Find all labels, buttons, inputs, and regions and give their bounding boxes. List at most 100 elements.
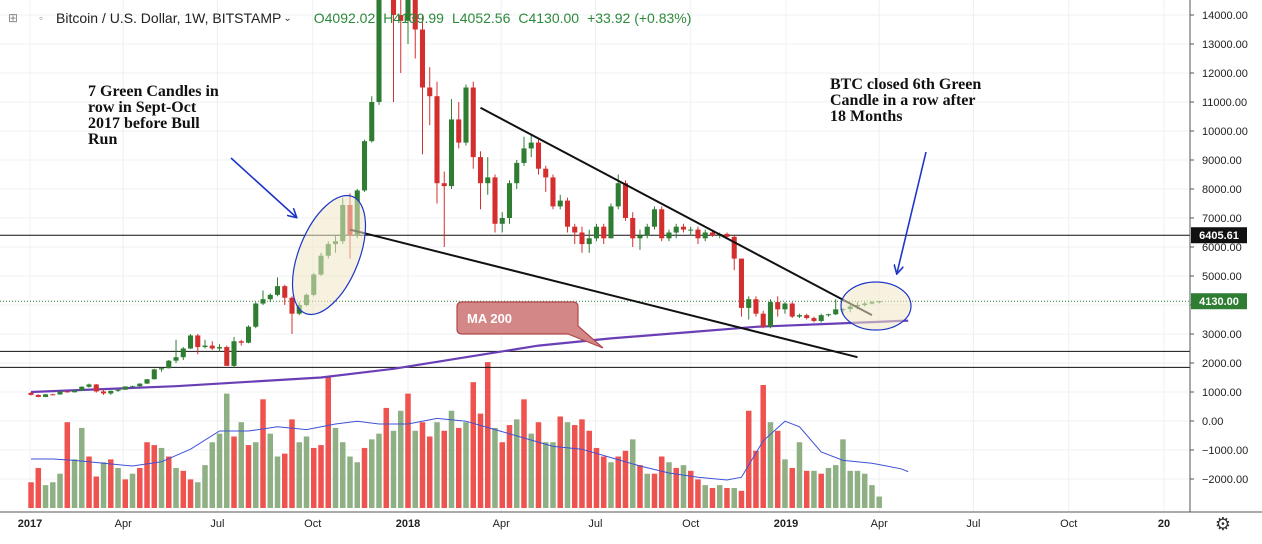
candle-body <box>122 386 128 390</box>
candle-up <box>122 386 128 390</box>
highlight-ellipses[interactable] <box>278 185 912 331</box>
candle-up <box>746 296 752 320</box>
candle-up <box>557 194 563 210</box>
trendlines[interactable] <box>349 106 873 359</box>
candle-up <box>86 383 92 388</box>
candle-body <box>158 368 165 370</box>
volume-bar <box>347 456 353 508</box>
compare-icon[interactable]: ◦ <box>38 11 44 25</box>
candle-body <box>245 326 252 343</box>
volume-bar <box>173 467 179 508</box>
candle-up <box>521 136 527 166</box>
chevron-down-icon[interactable]: ⌄ <box>283 12 292 24</box>
candle-body <box>195 335 201 348</box>
candle-body <box>470 87 476 158</box>
volume-bar <box>166 456 172 508</box>
candle-up <box>180 347 186 361</box>
candle-up <box>608 203 614 239</box>
left-arrow[interactable] <box>230 157 296 217</box>
volume-bar <box>658 456 665 508</box>
candle-body <box>463 87 469 143</box>
y-tick-label: 2000.00 <box>1202 358 1242 370</box>
candle-down <box>195 334 201 355</box>
volume-bar <box>709 487 716 508</box>
volume-bar <box>412 430 419 508</box>
candle-body <box>42 394 49 397</box>
highlight-ellipse-2017[interactable] <box>278 185 381 324</box>
volume-bar <box>542 442 549 508</box>
candle-body <box>57 391 63 395</box>
volume-bar <box>137 467 143 508</box>
candle-up <box>173 339 179 363</box>
volume-bar <box>803 470 810 508</box>
volume-bar <box>615 456 621 508</box>
candle-down <box>543 165 549 192</box>
candle-down <box>390 0 397 102</box>
volume-bar <box>64 422 71 508</box>
volume-bar <box>840 439 846 508</box>
candle-down <box>35 394 41 398</box>
candle-body <box>485 177 491 184</box>
trendline[interactable] <box>480 106 873 317</box>
volume-bar <box>311 447 317 508</box>
highlight-ellipse-2019[interactable] <box>840 281 912 331</box>
settings-gear-icon[interactable]: ⚙ <box>1214 514 1232 534</box>
candle-body <box>202 345 208 348</box>
symbol-title[interactable]: Bitcoin / U.S. Dollar, 1W, BITSTAMP <box>56 10 282 26</box>
candle-down <box>680 223 687 233</box>
volume-bar <box>318 445 324 508</box>
candle-body <box>630 218 636 239</box>
volume-bar <box>260 399 266 508</box>
candle-body <box>100 391 107 394</box>
trendline[interactable] <box>349 228 858 359</box>
candle-up <box>506 180 513 224</box>
ma-callout[interactable]: MA 200 <box>456 301 604 349</box>
candle-up <box>202 339 208 349</box>
volume-bar <box>93 476 100 508</box>
left-annotation[interactable]: 7 Green Candles in row in Sept-Oct 2017 … <box>88 84 219 148</box>
candle-body <box>695 229 701 239</box>
candle-body <box>173 357 179 361</box>
candle-down <box>535 139 542 175</box>
volume-bar <box>419 422 426 508</box>
candle-body <box>514 162 520 184</box>
candle-body <box>550 177 556 207</box>
volume-bar <box>144 442 150 508</box>
ma-callout-box[interactable] <box>456 301 604 349</box>
candle-up <box>485 157 491 195</box>
candle-up <box>825 313 831 317</box>
ma200-line[interactable] <box>30 319 909 394</box>
candle-down <box>419 15 426 155</box>
annotation-arrows[interactable] <box>230 151 927 273</box>
candle-up <box>245 325 252 344</box>
right-annotation[interactable]: BTC closed 6th Green Candle in a row aft… <box>830 77 981 125</box>
volume-bar <box>550 442 556 508</box>
ohlc-low: L4052.56 <box>451 10 511 26</box>
right-arrow[interactable] <box>897 151 927 273</box>
volume-bar <box>738 490 745 508</box>
x-tick-label: 20 <box>1158 518 1170 530</box>
volume-bar <box>716 485 723 508</box>
candle-up <box>796 313 803 319</box>
volume-bar <box>861 473 868 508</box>
candle-body <box>166 360 172 369</box>
y-tick-label: 13000.00 <box>1202 39 1248 51</box>
volume-bar <box>376 433 382 508</box>
candle-down <box>492 174 498 233</box>
volume-bar <box>180 470 187 508</box>
candle-body <box>608 206 614 239</box>
volume-bar <box>231 436 237 508</box>
candle-body <box>753 299 759 314</box>
candle-body <box>260 299 266 304</box>
candle-body <box>71 390 78 393</box>
candle-down <box>434 81 440 204</box>
expand-icon[interactable]: ⊞ <box>7 11 19 25</box>
candle-body <box>680 226 687 230</box>
volume-bar <box>521 399 527 508</box>
candle-down <box>738 258 745 317</box>
candle-body <box>535 142 542 169</box>
candle-down <box>427 67 433 126</box>
candle-body <box>557 200 563 207</box>
ma200-line[interactable] <box>30 319 909 394</box>
